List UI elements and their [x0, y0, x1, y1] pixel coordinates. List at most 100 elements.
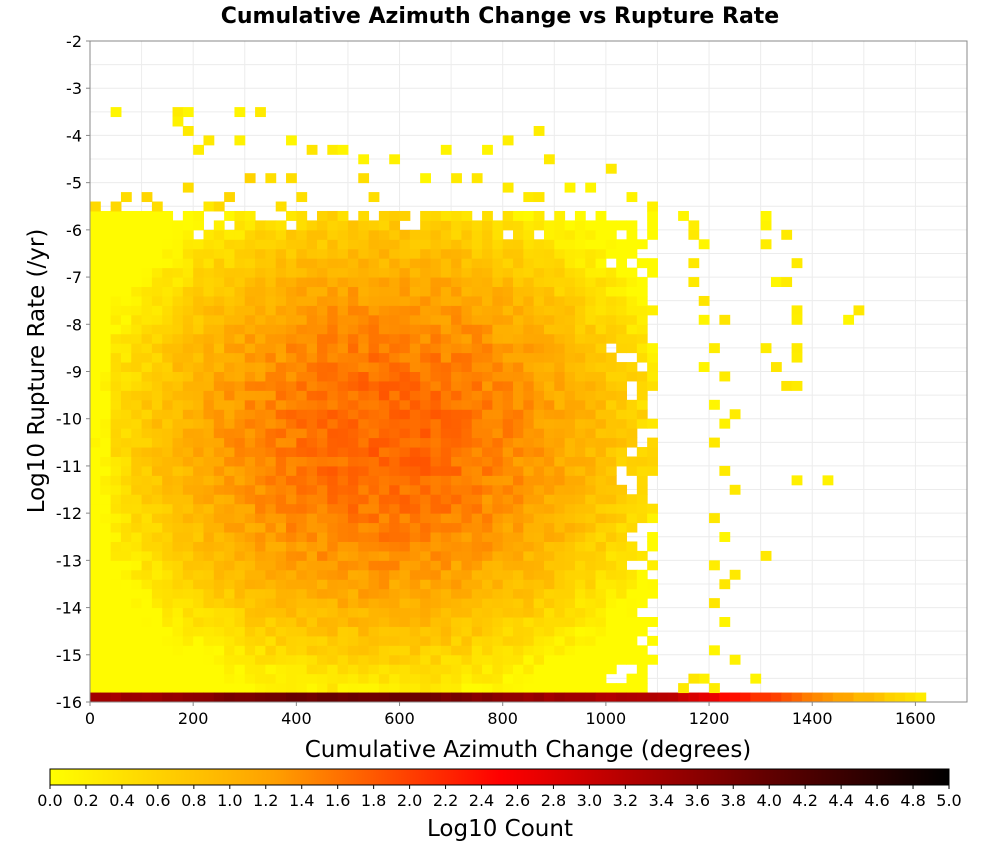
heatmap-cell [760, 550, 772, 561]
heatmap-cell [440, 598, 452, 609]
heatmap-cell [327, 229, 339, 240]
heatmap-cell [513, 513, 524, 524]
heatmap-cell [213, 541, 225, 552]
heatmap-cell [141, 220, 153, 231]
heatmap-cell [275, 550, 287, 561]
heatmap-cell [224, 267, 235, 278]
heatmap-cell [595, 277, 607, 288]
heatmap-cell [306, 588, 318, 599]
heatmap-cell [172, 258, 184, 269]
heatmap-cell [492, 399, 504, 410]
heatmap-cell [471, 598, 483, 609]
heatmap-cell [729, 654, 741, 665]
heatmap-cell [533, 626, 545, 637]
heatmap-cell [100, 380, 112, 391]
heatmap-cell [172, 475, 184, 486]
heatmap-cell [378, 248, 390, 259]
heatmap-cell [605, 532, 617, 542]
heatmap-cell [502, 532, 514, 542]
heatmap-cell [492, 550, 504, 561]
heatmap-cell [347, 267, 359, 278]
heatmap-cell [296, 305, 308, 316]
heatmap-cell [306, 664, 318, 675]
heatmap-cell [420, 447, 431, 457]
heatmap-cell [151, 371, 163, 382]
heatmap-cell [100, 447, 112, 457]
heatmap-cell [513, 371, 524, 382]
heatmap-cell [605, 522, 617, 533]
heatmap-cell [100, 314, 112, 325]
heatmap-cell [265, 352, 277, 363]
heatmap-cell [244, 248, 256, 259]
heatmap-cell [482, 248, 493, 259]
heatmap-cell [378, 683, 390, 694]
heatmap-cell [513, 588, 524, 599]
heatmap-cell [213, 399, 225, 410]
heatmap-cell [172, 428, 184, 439]
heatmap-cell [286, 428, 297, 439]
heatmap-cell [337, 484, 349, 495]
heatmap-cell [255, 673, 266, 684]
heatmap-cell [513, 456, 524, 467]
heatmap-cell [574, 352, 586, 363]
heatmap-cell [193, 598, 204, 609]
heatmap-cell [533, 475, 545, 486]
x-tick-label: 0 [85, 709, 95, 728]
heatmap-cell [368, 683, 380, 694]
heatmap-cell [286, 409, 297, 420]
heatmap-cell [244, 324, 256, 335]
heatmap-cell [533, 513, 545, 524]
heatmap-cell [90, 664, 101, 675]
heatmap-cell [471, 475, 483, 486]
heatmap-cell [358, 352, 370, 363]
heatmap-cell [564, 560, 576, 571]
y-axis-label: Log10 Rupture Rate (/yr) [24, 229, 50, 514]
heatmap-cell [523, 475, 535, 486]
heatmap-cell [275, 418, 287, 429]
heatmap-cell [368, 579, 380, 590]
heatmap-cell [110, 201, 122, 212]
heatmap-cell [626, 645, 638, 656]
heatmap-cell [430, 484, 442, 495]
heatmap-cell [482, 673, 493, 684]
heatmap-cell [595, 295, 607, 306]
heatmap-cell [347, 409, 359, 420]
heatmap-cell [306, 399, 318, 410]
heatmap-cell [203, 522, 215, 533]
heatmap-cell [110, 305, 122, 316]
heatmap-cell [502, 352, 514, 363]
heatmap-cell [616, 399, 628, 410]
heatmap-cell [523, 409, 535, 420]
heatmap-cell [378, 210, 390, 221]
heatmap-cell [224, 532, 235, 542]
heatmap-cell [327, 550, 339, 561]
heatmap-cell [337, 314, 349, 325]
heatmap-cell [172, 654, 184, 665]
heatmap-cell [616, 267, 628, 278]
heatmap-cell [120, 588, 132, 599]
heatmap-cell [224, 541, 235, 552]
heatmap-cell [564, 569, 576, 580]
heatmap-cell [234, 447, 246, 457]
heatmap-cell [296, 607, 308, 618]
heatmap-cell [337, 654, 349, 665]
heatmap-cell [471, 522, 483, 533]
heatmap-cell [616, 314, 628, 325]
heatmap-cell [420, 484, 431, 495]
heatmap-cell [874, 692, 885, 703]
heatmap-cell [358, 503, 370, 514]
heatmap-cell [440, 645, 452, 656]
heatmap-cell [120, 626, 132, 637]
heatmap-cell [554, 532, 566, 542]
heatmap-cell [347, 673, 359, 684]
heatmap-cell [358, 418, 370, 429]
heatmap-cell [347, 352, 359, 363]
heatmap-cell [554, 673, 566, 684]
heatmap-cell [100, 683, 112, 694]
heatmap-cell [182, 295, 194, 306]
heatmap-cell [688, 220, 700, 231]
heatmap-cell [595, 352, 607, 363]
heatmap-cell [585, 532, 597, 542]
heatmap-cell [255, 598, 266, 609]
